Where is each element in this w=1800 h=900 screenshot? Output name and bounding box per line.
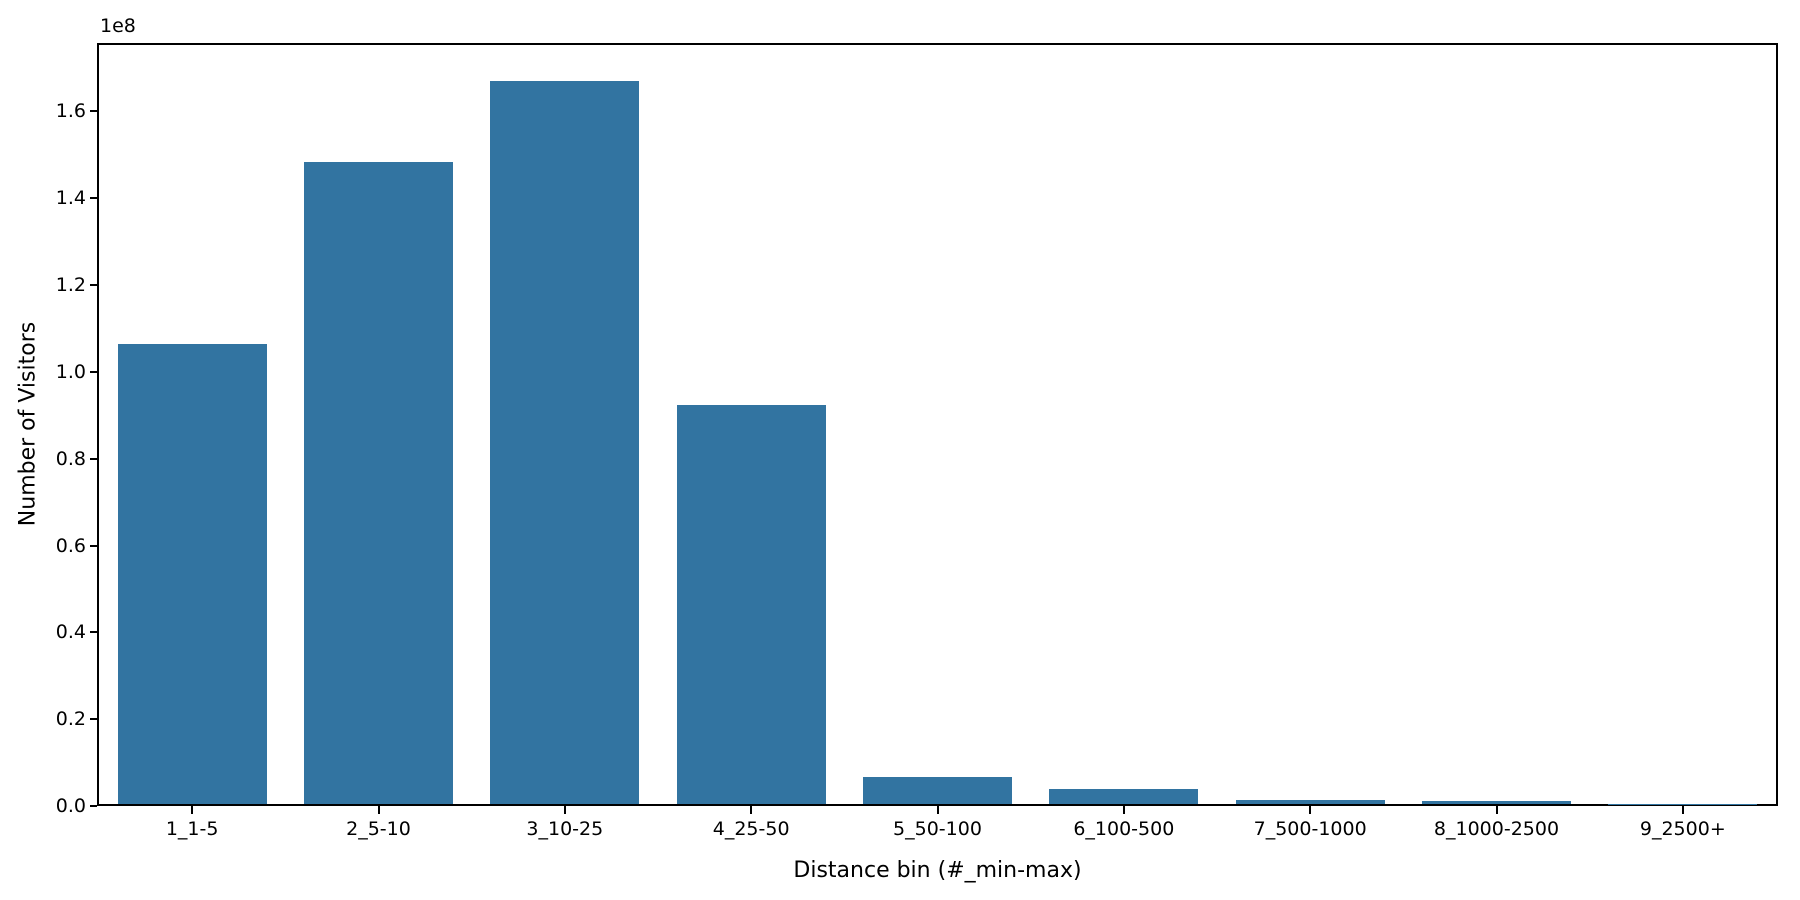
x-tick-label: 5_50-100 [893, 818, 982, 840]
x-tick-mark [936, 806, 939, 814]
y-tick-label: 1.0 [55, 360, 86, 383]
y-tick-label: 1.6 [55, 100, 86, 123]
bar [303, 161, 454, 804]
x-tick-label: 7_500-1000 [1253, 818, 1367, 840]
y-axis-label: Number of Visitors [15, 321, 41, 527]
x-tick-label: 1_1-5 [165, 818, 219, 840]
y-tick-mark [90, 718, 97, 721]
x-tick-label: 4_25-50 [712, 818, 790, 840]
x-tick-mark [1681, 806, 1684, 814]
bar [117, 343, 267, 804]
x-tick-mark [750, 806, 753, 814]
bar [676, 405, 826, 804]
y-tick-label: 1.2 [55, 274, 86, 297]
y-tick-label: 0.0 [55, 795, 86, 817]
x-tick-mark [563, 806, 566, 814]
x-tick-label: 6_100-500 [1073, 818, 1175, 840]
x-tick-mark [377, 806, 380, 814]
x-tick-mark [1122, 806, 1125, 814]
plot-area [97, 43, 1778, 806]
bar [1421, 801, 1572, 804]
y-tick-mark [90, 284, 97, 287]
x-tick-label: 2_5-10 [346, 818, 411, 840]
y-tick-mark [90, 544, 97, 547]
y-tick-mark [90, 457, 97, 460]
x-tick-label: 3_10-25 [526, 818, 604, 840]
bar [862, 776, 1013, 804]
x-tick-mark [191, 806, 194, 814]
y-tick-mark [90, 370, 97, 373]
x-tick-mark [1309, 806, 1312, 814]
y-tick-label: 0.2 [55, 708, 86, 731]
y-tick-mark [90, 197, 97, 200]
bar [1235, 800, 1385, 804]
y-axis-offset-text: 1e8 [100, 15, 136, 37]
bar [490, 81, 640, 804]
y-tick-label: 1.4 [55, 187, 86, 210]
y-tick-label: 0.4 [55, 621, 86, 644]
y-tick-label: 0.8 [55, 447, 86, 470]
y-tick-mark [90, 110, 97, 113]
x-tick-mark [1495, 806, 1498, 814]
x-axis-label: Distance bin (#_min-max) [793, 858, 1082, 883]
x-tick-label: 8_1000-2500 [1433, 818, 1560, 840]
bar [1049, 789, 1199, 804]
y-tick-mark [90, 805, 97, 807]
y-tick-label: 0.6 [55, 534, 86, 557]
y-tick-mark [90, 631, 97, 634]
x-tick-label: 9_2500+ [1639, 818, 1726, 840]
